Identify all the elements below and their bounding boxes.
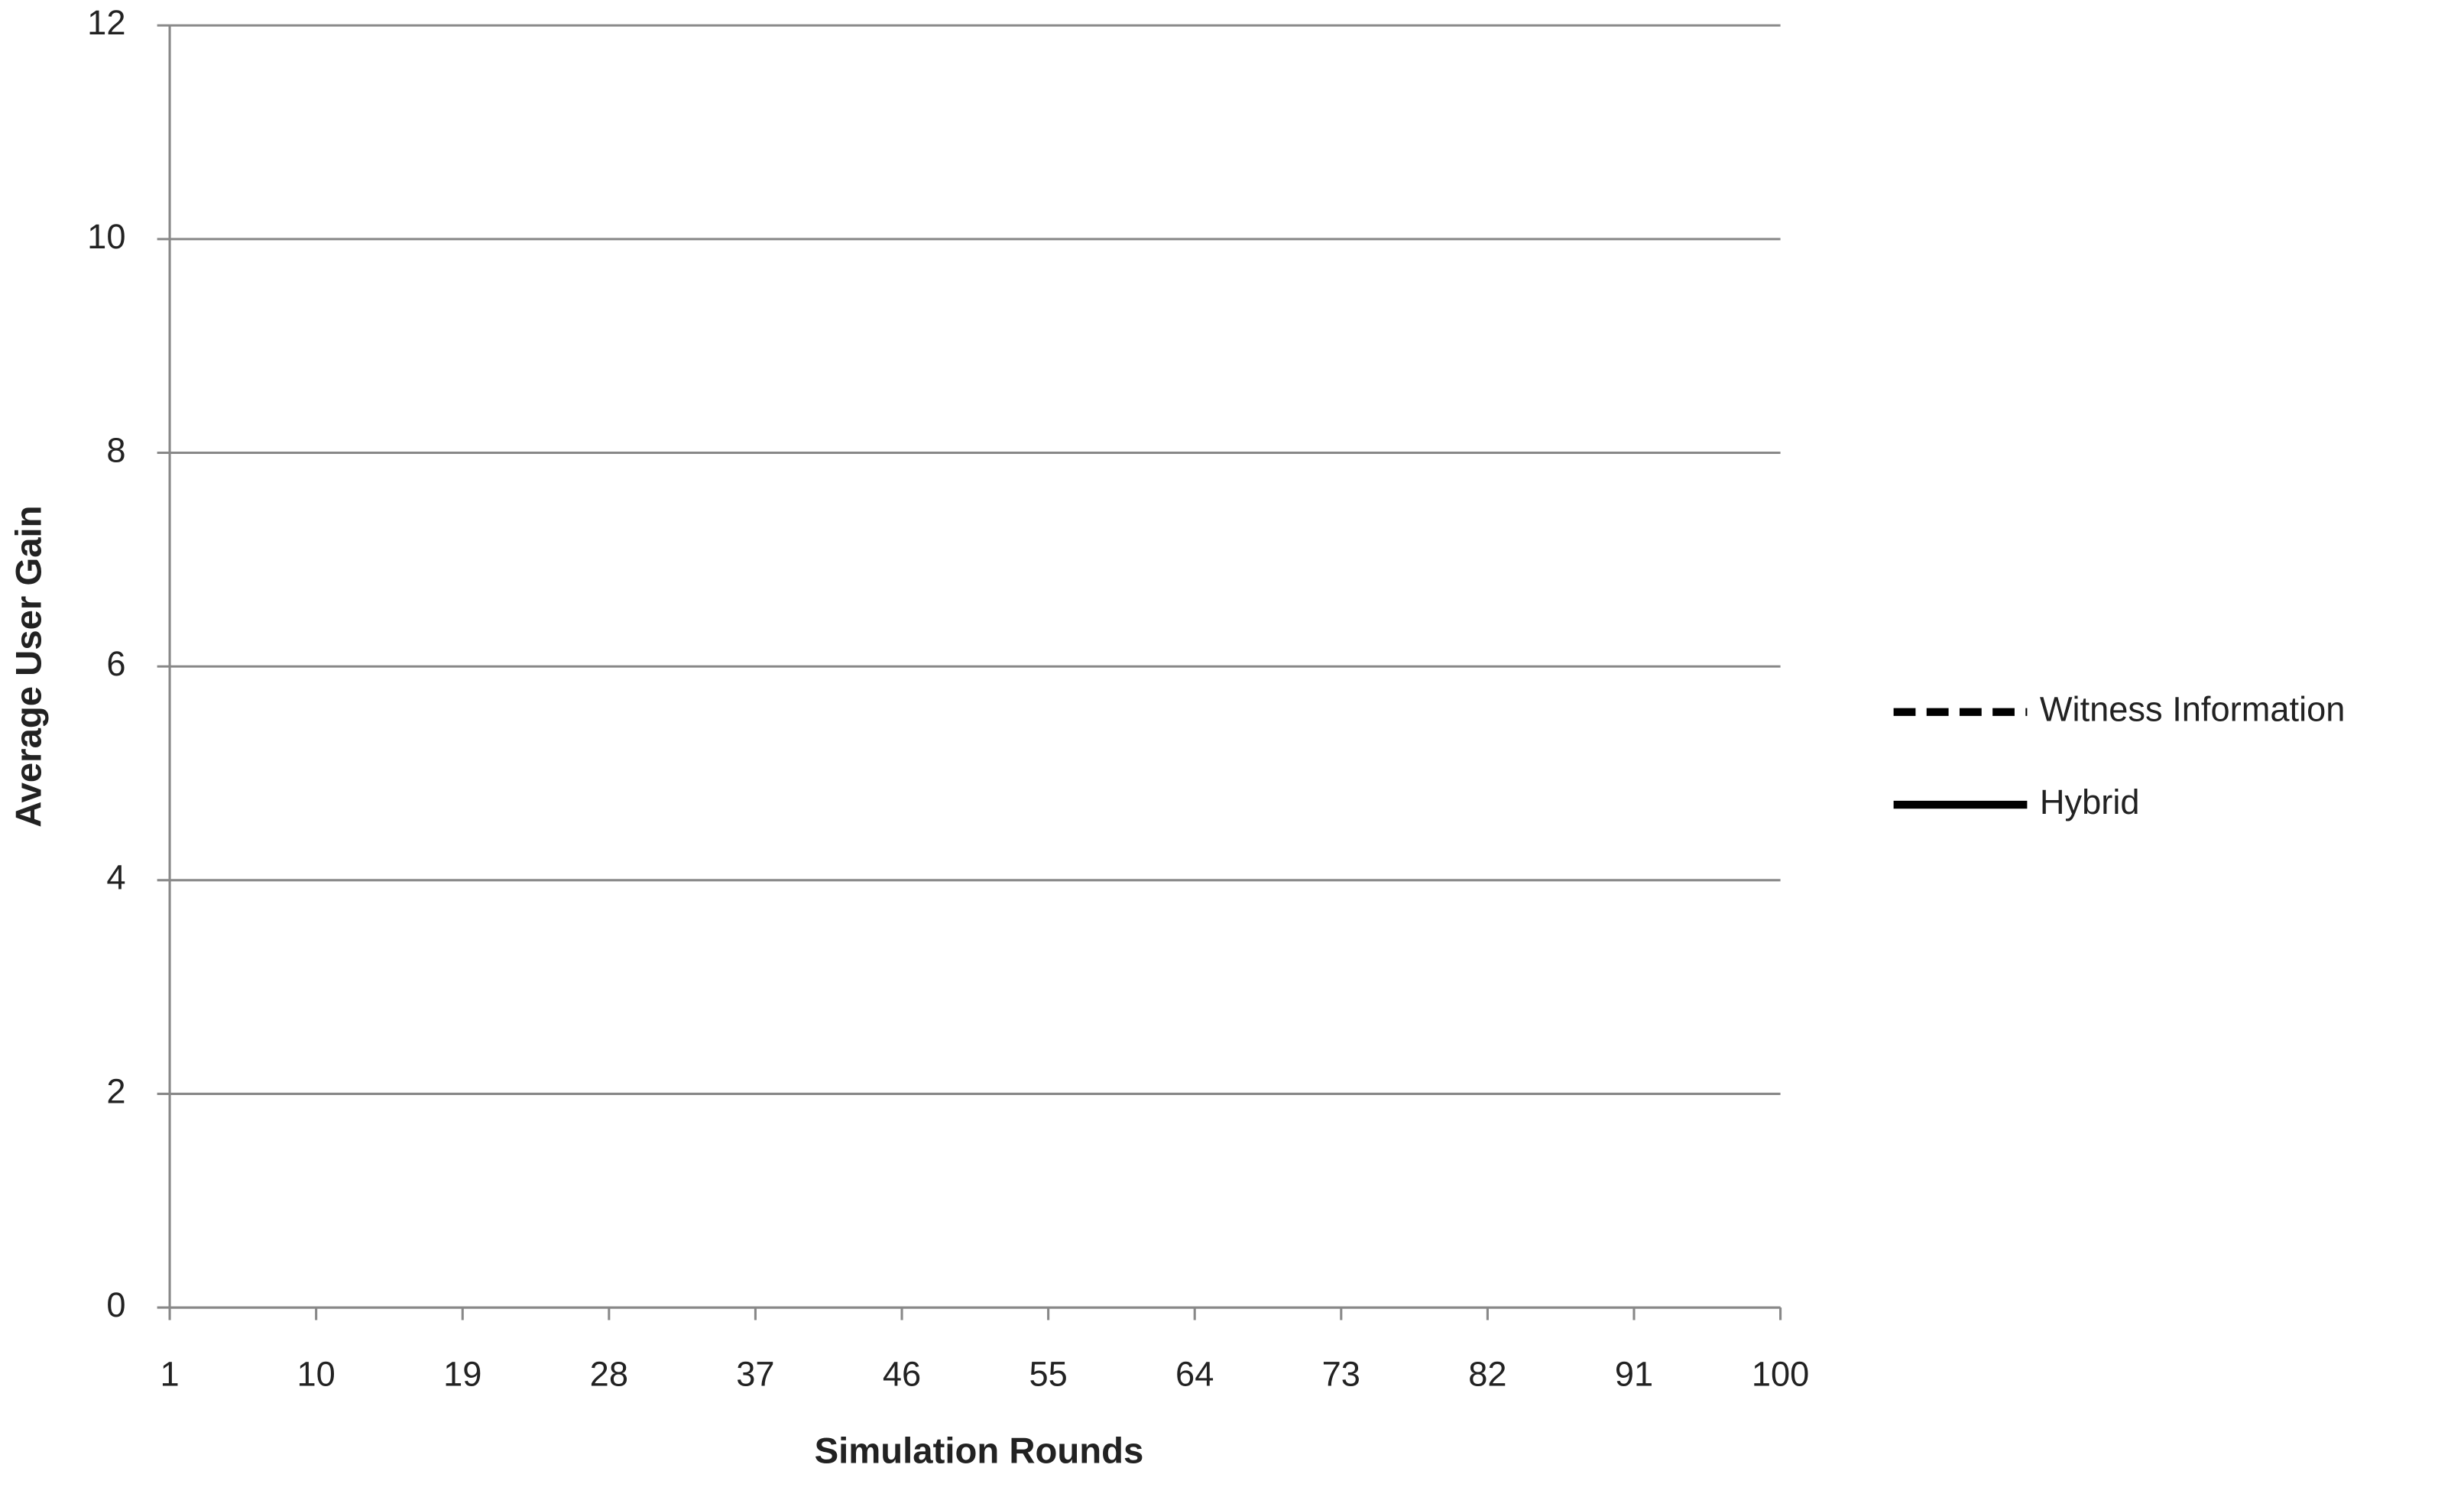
legend-label: Hybrid <box>2040 783 2140 821</box>
y-tick-label: 10 <box>87 217 125 256</box>
x-tick-label: 91 <box>1615 1354 1653 1393</box>
legend-label: Witness Information <box>2040 690 2346 729</box>
x-tick-label: 28 <box>590 1354 628 1393</box>
x-tick-label: 37 <box>736 1354 774 1393</box>
x-tick-label: 82 <box>1468 1354 1506 1393</box>
y-tick-label: 6 <box>106 644 125 683</box>
x-tick-label: 19 <box>443 1354 481 1393</box>
y-tick-label: 0 <box>106 1285 125 1324</box>
y-tick-label: 2 <box>106 1071 125 1110</box>
x-tick-label: 46 <box>883 1354 921 1393</box>
y-tick-label: 4 <box>106 858 125 897</box>
y-tick-label: 8 <box>106 430 125 469</box>
x-tick-label: 10 <box>297 1354 335 1393</box>
x-tick-label: 73 <box>1322 1354 1360 1393</box>
x-tick-label: 64 <box>1175 1354 1214 1393</box>
x-tick-label: 55 <box>1029 1354 1067 1393</box>
y-axis-title: Average User Gain <box>9 505 50 827</box>
x-tick-label: 1 <box>160 1354 179 1393</box>
y-tick-label: 12 <box>87 3 125 42</box>
x-axis-title: Simulation Rounds <box>815 1431 1144 1472</box>
x-tick-label: 100 <box>1752 1354 1809 1393</box>
